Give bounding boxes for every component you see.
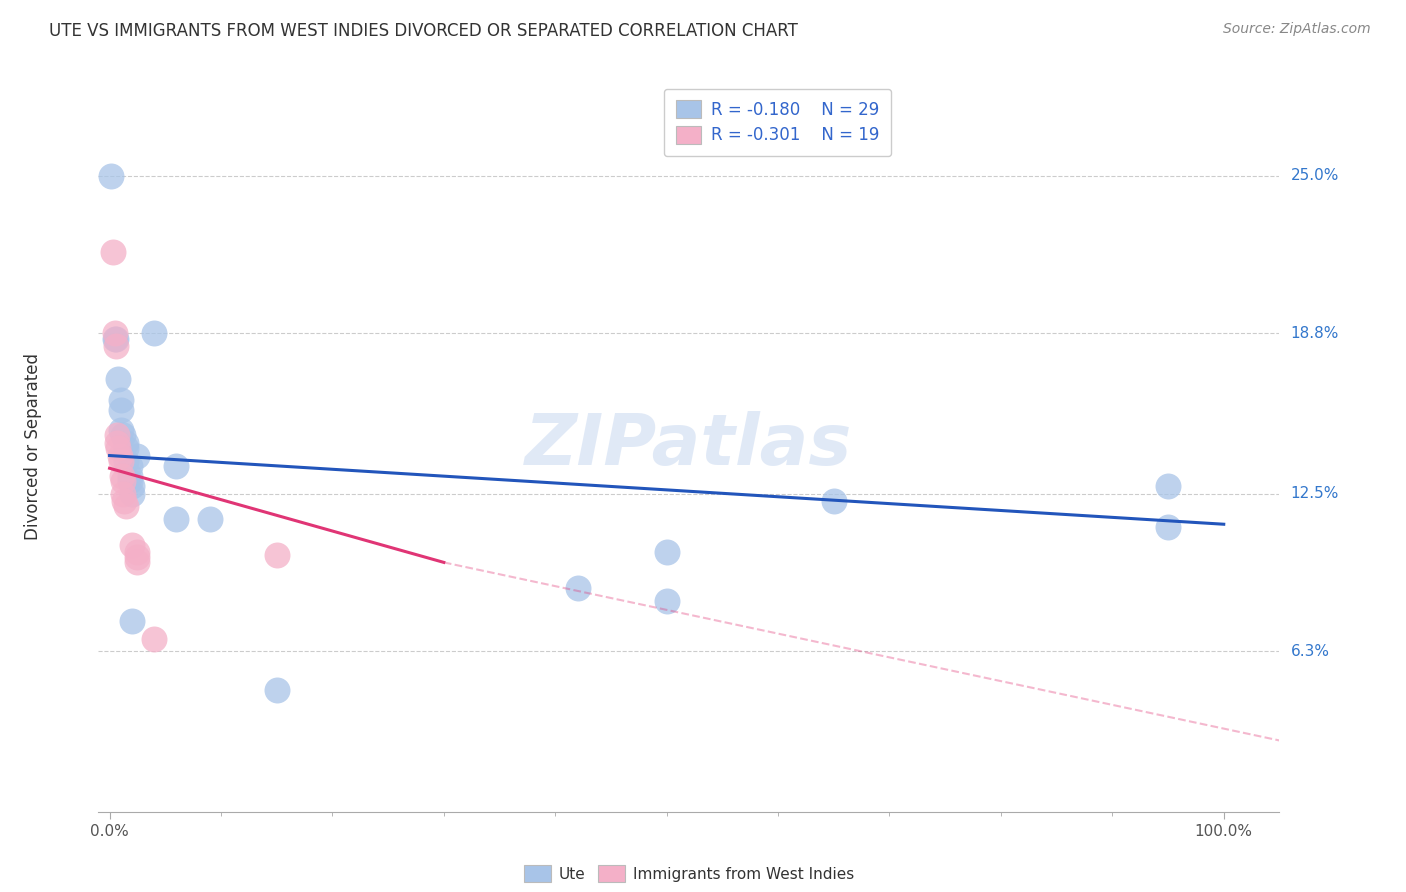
Point (110, 423, 132, 437)
Point (107, 441, 129, 455)
Point (121, 538, 143, 552)
Point (165, 512, 187, 526)
Point (105, 331, 128, 345)
Point (266, 548, 288, 562)
Legend: Ute, Immigrants from West Indies: Ute, Immigrants from West Indies (517, 859, 860, 888)
Point (105, 339, 128, 353)
Point (100, 169, 122, 183)
Point (823, 494, 845, 508)
Text: 6.3%: 6.3% (1291, 644, 1330, 659)
Point (112, 494, 135, 508)
Point (110, 392, 132, 407)
Point (655, 545, 678, 559)
Text: 18.8%: 18.8% (1291, 326, 1339, 341)
Point (104, 326, 127, 341)
Point (567, 581, 589, 595)
Point (111, 486, 134, 500)
Point (165, 458, 187, 473)
Point (111, 428, 134, 442)
Point (118, 474, 141, 488)
Point (127, 550, 149, 565)
Point (198, 512, 221, 526)
Text: Divorced or Separated: Divorced or Separated (24, 352, 42, 540)
Text: ZIPatlas: ZIPatlas (526, 411, 852, 481)
Point (105, 435, 128, 450)
Point (143, 632, 166, 646)
Point (110, 453, 132, 467)
Point (101, 245, 124, 260)
Point (107, 372, 129, 386)
Point (121, 614, 143, 628)
Point (104, 331, 127, 345)
Point (1157, 479, 1180, 493)
Point (127, 449, 149, 463)
Point (121, 486, 143, 500)
Point (115, 500, 138, 514)
Text: 25.0%: 25.0% (1291, 169, 1339, 183)
Point (1157, 520, 1180, 534)
Point (143, 326, 166, 341)
Point (115, 435, 138, 450)
Point (266, 682, 288, 697)
Point (118, 458, 141, 473)
Text: 12.5%: 12.5% (1291, 486, 1339, 501)
Point (110, 402, 132, 417)
Point (127, 555, 149, 569)
Text: UTE VS IMMIGRANTS FROM WEST INDIES DIVORCED OR SEPARATED CORRELATION CHART: UTE VS IMMIGRANTS FROM WEST INDIES DIVOR… (49, 22, 799, 40)
Point (111, 474, 134, 488)
Point (108, 449, 131, 463)
Text: Source: ZipAtlas.com: Source: ZipAtlas.com (1223, 22, 1371, 37)
Point (115, 441, 138, 455)
Point (127, 545, 149, 559)
Point (118, 469, 141, 483)
Point (105, 428, 128, 442)
Point (655, 593, 678, 607)
Point (121, 479, 143, 493)
Point (111, 469, 134, 483)
Point (115, 453, 138, 467)
